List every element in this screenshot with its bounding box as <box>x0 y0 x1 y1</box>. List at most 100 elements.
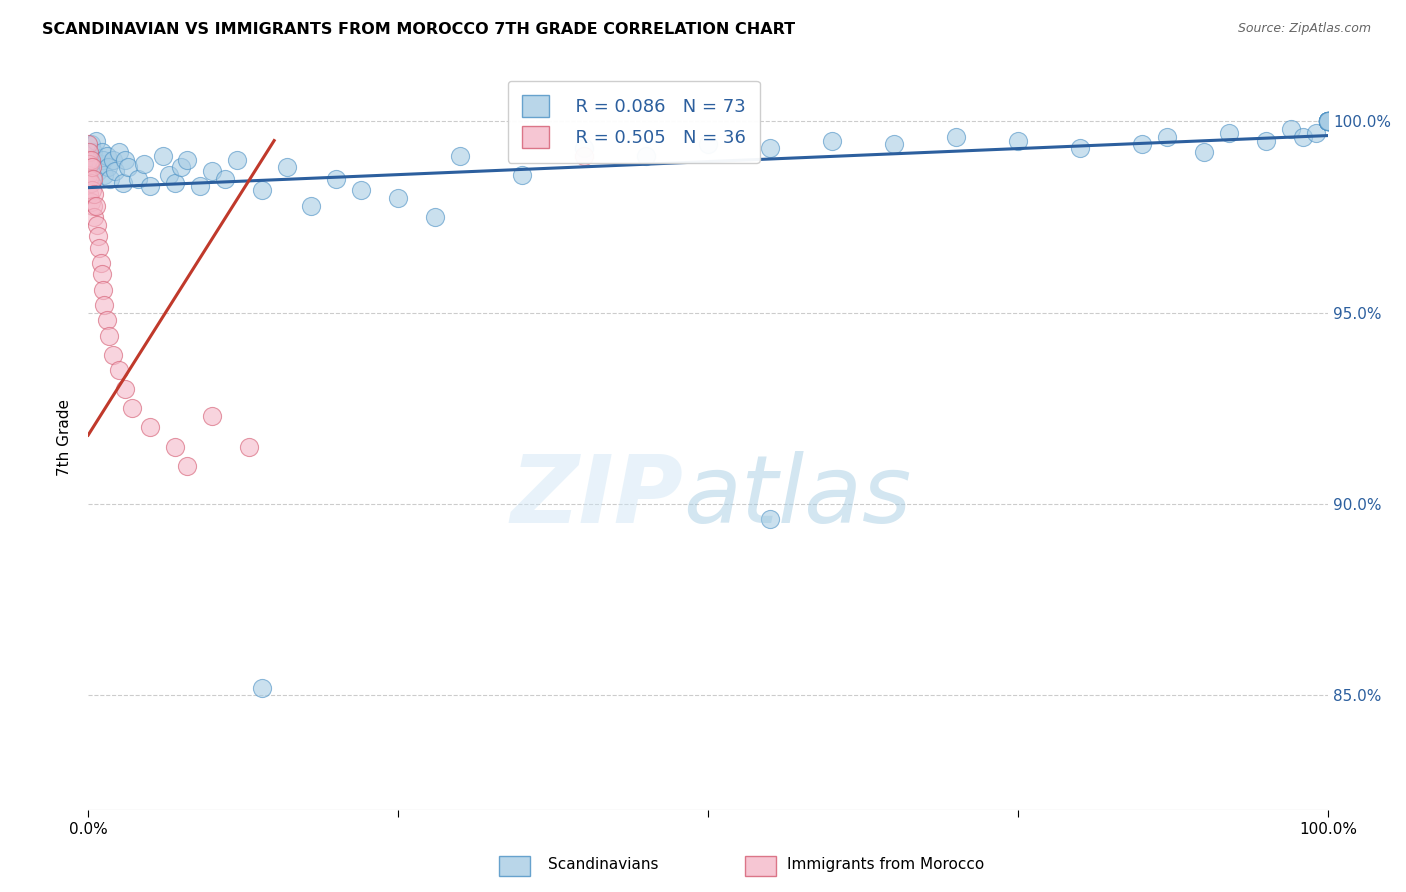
Point <box>1317 114 1340 128</box>
Point <box>82 199 104 213</box>
Point <box>1069 141 1091 155</box>
Text: ZIP: ZIP <box>510 450 683 542</box>
Point <box>821 134 844 148</box>
Point <box>152 149 174 163</box>
Point <box>108 363 131 377</box>
Point <box>90 156 112 170</box>
Point <box>90 268 112 282</box>
Point <box>176 153 198 167</box>
Point <box>1317 114 1340 128</box>
Point <box>299 199 322 213</box>
Point <box>91 283 114 297</box>
Point <box>96 313 118 327</box>
Text: Immigrants from Morocco: Immigrants from Morocco <box>787 857 984 872</box>
Point <box>163 440 186 454</box>
Point <box>79 176 101 190</box>
Point <box>87 164 110 178</box>
Point <box>425 210 447 224</box>
Point <box>83 210 105 224</box>
Point <box>111 176 134 190</box>
Point <box>759 512 782 526</box>
Point <box>238 440 260 454</box>
Point <box>1317 114 1340 128</box>
Point <box>201 164 224 178</box>
Point <box>80 156 103 170</box>
Point <box>101 153 124 167</box>
Point <box>201 409 224 423</box>
Point <box>226 153 249 167</box>
Text: Source: ZipAtlas.com: Source: ZipAtlas.com <box>1237 22 1371 36</box>
Point <box>1317 114 1340 128</box>
Point <box>108 145 131 159</box>
Point <box>636 149 658 163</box>
Point <box>79 194 101 209</box>
Y-axis label: 7th Grade: 7th Grade <box>58 399 72 475</box>
Point <box>79 156 101 170</box>
Point <box>79 153 101 167</box>
Point <box>510 168 533 182</box>
Point <box>96 149 118 163</box>
Point <box>139 420 162 434</box>
Point <box>97 161 120 175</box>
Point <box>170 161 193 175</box>
Point <box>93 168 115 182</box>
Point <box>79 187 101 202</box>
Text: Scandinavians: Scandinavians <box>548 857 659 872</box>
Point <box>945 129 967 144</box>
Point <box>250 183 273 197</box>
Point <box>1007 134 1029 148</box>
Point <box>117 161 139 175</box>
Point <box>86 218 108 232</box>
Point <box>90 145 112 159</box>
Point <box>1317 114 1340 128</box>
Point <box>101 348 124 362</box>
Point <box>1317 114 1340 128</box>
Point <box>572 141 595 155</box>
Point <box>325 171 347 186</box>
Point <box>1305 126 1327 140</box>
Point <box>1317 114 1340 128</box>
Point <box>1256 134 1278 148</box>
Point <box>1130 137 1153 152</box>
Point <box>132 156 155 170</box>
Legend:   R = 0.086   N = 73,   R = 0.505   N = 36: R = 0.086 N = 73, R = 0.505 N = 36 <box>508 80 759 162</box>
Point <box>1218 126 1240 140</box>
Point <box>121 401 143 416</box>
Point <box>1292 129 1315 144</box>
Point <box>91 153 114 167</box>
Point <box>80 183 103 197</box>
Point <box>1317 114 1340 128</box>
Point <box>83 187 105 202</box>
Point <box>79 145 101 159</box>
Point <box>139 179 162 194</box>
Point <box>1317 114 1340 128</box>
Point <box>82 145 104 159</box>
Point <box>276 161 298 175</box>
Point <box>572 149 595 163</box>
Point <box>697 137 720 152</box>
Point <box>883 137 905 152</box>
Point <box>127 171 149 186</box>
Point <box>77 153 100 167</box>
Point <box>1317 114 1340 128</box>
Point <box>1317 114 1340 128</box>
Point <box>104 164 127 178</box>
Point <box>84 199 107 213</box>
Point <box>157 168 180 182</box>
Point <box>100 171 122 186</box>
Point <box>84 134 107 148</box>
Point <box>1317 114 1340 128</box>
Point <box>1317 114 1340 128</box>
Point <box>98 328 121 343</box>
Point <box>449 149 471 163</box>
Point <box>77 137 100 152</box>
Point <box>114 382 136 396</box>
Point <box>1317 114 1340 128</box>
Point <box>77 168 100 182</box>
Point <box>79 149 101 163</box>
Point <box>1317 114 1340 128</box>
Point <box>188 179 211 194</box>
Point <box>250 681 273 695</box>
Point <box>83 153 105 167</box>
Point <box>387 191 409 205</box>
